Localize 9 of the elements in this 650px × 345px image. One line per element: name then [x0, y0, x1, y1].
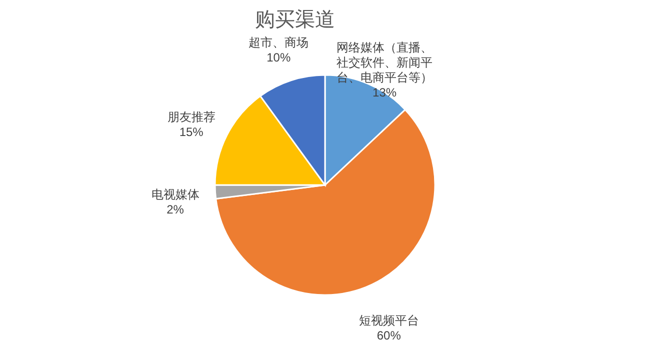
chart-title: 购买渠道: [255, 9, 335, 31]
data-label: 15%: [179, 124, 204, 139]
data-label: 10%: [266, 50, 291, 64]
slice-label: 超市、商场: [248, 35, 309, 50]
slice-label: 短视频平台: [358, 314, 419, 328]
data-label: 2%: [166, 202, 184, 216]
slice-label: 朋友推荐: [167, 110, 216, 124]
slice-label: 电视媒体: [151, 187, 200, 202]
data-label: 60%: [376, 328, 402, 343]
